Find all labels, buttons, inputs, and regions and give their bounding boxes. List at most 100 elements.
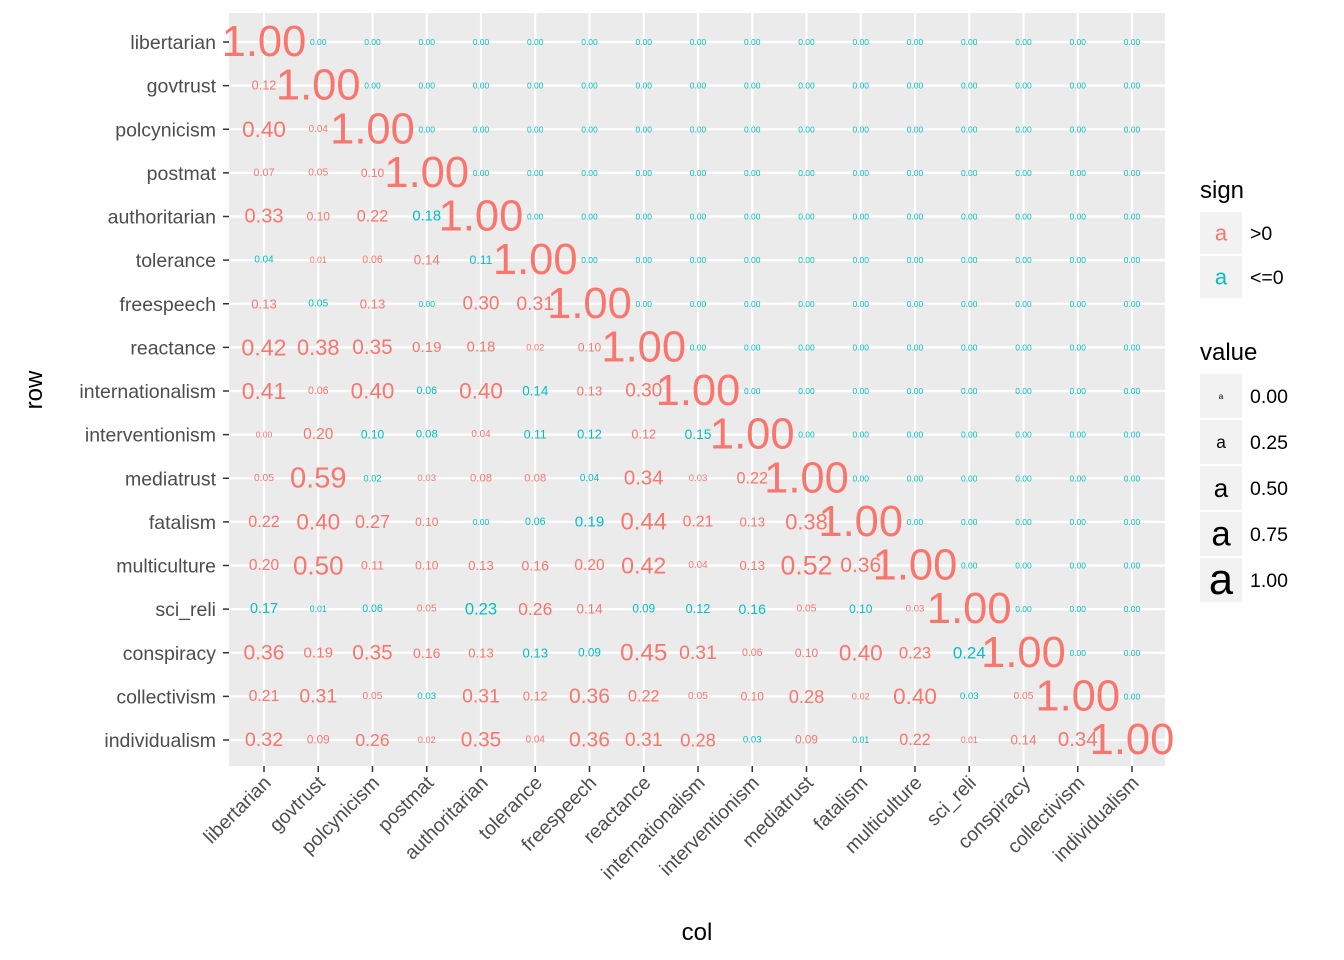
cell-label: 0.00	[1069, 212, 1086, 222]
cell-label: 0.38	[297, 335, 339, 360]
cell-label: 0.40	[839, 640, 883, 665]
cell-label: 0.00	[1124, 430, 1141, 440]
cell-label: 0.21	[249, 688, 280, 705]
cell-label: 0.05	[417, 604, 437, 615]
legend-value-title: value	[1200, 339, 1257, 366]
cell-label: 0.00	[690, 212, 707, 222]
cell-label: 1.00	[276, 62, 361, 110]
legend-value-label: 1.00	[1250, 570, 1288, 592]
cell-label: 0.02	[852, 691, 870, 701]
cell-label: 0.00	[1124, 168, 1141, 178]
cell-label: 0.00	[744, 255, 761, 265]
cell-label: 0.00	[1015, 604, 1032, 614]
cell-label: 0.00	[581, 255, 598, 265]
cell-label: 0.24	[953, 643, 986, 662]
legend-sign-label: >0	[1250, 223, 1272, 245]
cell-label: 0.00	[310, 37, 327, 47]
cell-label: 0.00	[1015, 299, 1032, 309]
cell-label: 0.40	[242, 117, 286, 142]
cell-label: 0.05	[362, 691, 382, 702]
cell-label: 0.00	[852, 342, 869, 352]
cell-label: 0.16	[739, 601, 767, 617]
gridlines	[229, 13, 1165, 766]
legend-sign-label: <=0	[1250, 267, 1284, 289]
legend-value-label: 0.50	[1250, 478, 1288, 500]
x-axis-label: col	[682, 919, 713, 946]
cell-label: 0.00	[852, 473, 869, 483]
cell-label: 0.00	[1124, 81, 1141, 91]
cell-label: 0.04	[309, 124, 329, 135]
cell-label: 0.36	[840, 554, 881, 577]
cell-label: 0.00	[852, 386, 869, 396]
y-tick-label: polcynicism	[115, 119, 216, 141]
cell-label: 0.12	[631, 428, 656, 442]
cell-label: 0.00	[961, 299, 978, 309]
cell-label: 0.00	[527, 168, 544, 178]
cell-label: 0.26	[518, 599, 552, 619]
legend-value-glyph: a	[1211, 515, 1231, 554]
cell-label: 0.02	[526, 342, 544, 352]
cell-label: 0.27	[355, 512, 390, 532]
cell-label: 0.00	[798, 168, 815, 178]
cell-label: 0.21	[683, 513, 714, 530]
cell-label: 0.00	[852, 299, 869, 309]
cell-label: 0.28	[680, 730, 716, 751]
cell-label: 0.06	[308, 385, 329, 397]
axis-ticks	[223, 41, 1133, 772]
cell-label: 0.00	[1015, 212, 1032, 222]
cell-label: 0.00	[1124, 517, 1141, 527]
legend-value-glyph: a	[1216, 432, 1226, 452]
cell-label: 0.00	[961, 473, 978, 483]
cell-label: 0.00	[581, 168, 598, 178]
cell-label: 0.10	[307, 210, 331, 224]
cell-label: 0.19	[412, 339, 442, 356]
cell-label: 0.13	[523, 645, 548, 660]
cell-label: 0.00	[1124, 255, 1141, 265]
cell-label: 0.00	[798, 81, 815, 91]
legend-value: value a 0.00 a 0.25 a 0.50 a 0.75 a 1.00	[1200, 339, 1288, 604]
cell-label: 0.14	[576, 602, 603, 617]
cell-label: 0.00	[1124, 299, 1141, 309]
cell-label: 0.00	[1015, 255, 1032, 265]
cell-label: 0.26	[355, 730, 389, 750]
cell-label: 0.00	[1015, 342, 1032, 352]
cell-label: 1.00	[873, 542, 958, 590]
cell-label: 0.01	[961, 735, 978, 745]
cell-label: 0.00	[635, 168, 652, 178]
cell-label: 0.14	[522, 384, 549, 399]
cell-label: 0.00	[961, 255, 978, 265]
cell-label: 0.00	[690, 124, 707, 134]
cell-label: 1.00	[439, 193, 524, 241]
cell-label: 0.00	[1124, 212, 1141, 222]
cell-label: 0.00	[1015, 386, 1032, 396]
cell-label: 0.00	[1015, 430, 1032, 440]
cell-label: 0.00	[1124, 386, 1141, 396]
cell-label: 0.00	[798, 124, 815, 134]
cell-label: 0.00	[527, 81, 544, 91]
cell-label: 0.00	[961, 430, 978, 440]
cell-label: 1.00	[384, 149, 469, 197]
cell-label: 0.30	[463, 293, 500, 314]
cell-label: 0.03	[960, 691, 979, 702]
cell-label: 0.00	[1069, 342, 1086, 352]
cell-label: 0.00	[1124, 124, 1141, 134]
legend-value-glyph: a	[1214, 473, 1229, 503]
cell-label: 0.10	[415, 559, 439, 573]
cell-label: 0.18	[467, 339, 496, 355]
cell-label: 0.00	[907, 255, 924, 265]
y-tick-label: tolerance	[136, 250, 216, 272]
cell-label: 0.20	[574, 557, 605, 574]
cell-label: 0.00	[961, 37, 978, 47]
cell-label: 0.19	[303, 644, 333, 661]
y-tick-label: reactance	[130, 337, 216, 359]
cell-label: 0.12	[252, 79, 277, 93]
cell-label: 0.42	[241, 334, 286, 360]
cell-label: 0.09	[795, 734, 818, 747]
legend-value-glyph: a	[1219, 391, 1224, 401]
cell-label: 0.00	[690, 81, 707, 91]
cell-label: 0.00	[798, 299, 815, 309]
legend-value-key	[1200, 558, 1242, 602]
cell-label: 0.16	[522, 558, 550, 574]
y-tick-label: individualism	[104, 730, 216, 752]
